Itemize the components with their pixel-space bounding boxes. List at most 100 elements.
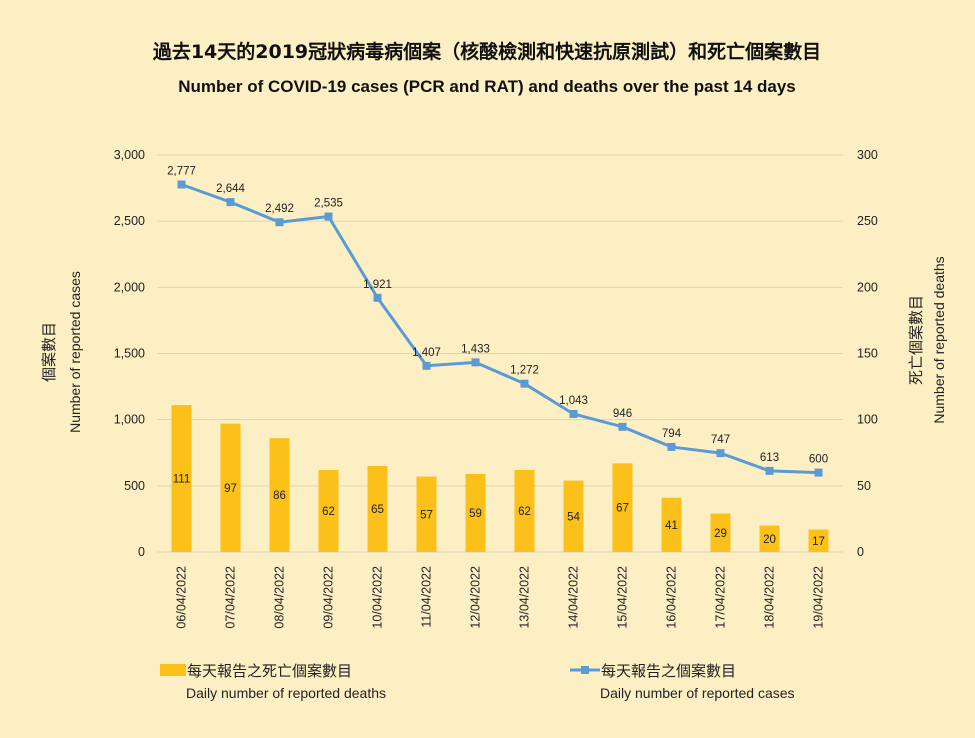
- death-bar-label: 86: [273, 490, 286, 502]
- death-bar: [367, 465, 388, 552]
- x-tick-label: 19/04/2022: [812, 566, 826, 629]
- death-bar: [171, 405, 192, 552]
- legend-cases-en: Daily number of reported cases: [600, 685, 795, 701]
- x-axis-ticks: 06/04/2022 07/04/2022 08/04/2022 09/04/2022…: [175, 566, 826, 629]
- death-bar: [563, 480, 584, 552]
- x-tick-label: 10/04/2022: [371, 566, 385, 629]
- legend-cases-zh: 每天報告之個案數目: [601, 662, 736, 680]
- x-tick-label: 06/04/2022: [175, 566, 189, 629]
- deaths-bar-labels: 111 97 86 62 65 57 59 62 54 67 41 29 20 17: [173, 474, 825, 548]
- legend: 每天報告之死亡個案數目 Daily number of reported dea…: [160, 662, 795, 701]
- death-bar: [269, 438, 290, 552]
- right-axis-ticks: 0 50 100 150 200 250 300: [857, 148, 878, 559]
- case-point: [716, 449, 725, 458]
- cases-line: [180, 183, 819, 475]
- y-right-tick-label: 300: [857, 148, 878, 162]
- deaths-bars: [171, 405, 829, 552]
- x-tick-label: 13/04/2022: [518, 566, 532, 629]
- death-bar: [710, 513, 731, 552]
- y-left-tick-label: 1,500: [114, 347, 145, 361]
- death-bar: [808, 529, 829, 552]
- death-bar-label: 20: [763, 534, 776, 546]
- y-left-tick-label: 1,000: [114, 413, 145, 427]
- case-data-label: 2,535: [314, 198, 343, 210]
- death-bar: [514, 469, 535, 552]
- x-tick-label: 09/04/2022: [322, 566, 336, 629]
- case-data-label: 1,407: [412, 347, 441, 359]
- x-tick-label: 16/04/2022: [665, 566, 679, 629]
- case-point: [226, 198, 235, 207]
- y-right-label-zh: 死亡個案數目: [907, 295, 925, 385]
- x-tick-label: 14/04/2022: [567, 566, 581, 629]
- y-right-label-en: Number of reported deaths: [931, 256, 947, 423]
- case-data-label: 1,921: [363, 279, 392, 291]
- case-point: [569, 409, 578, 418]
- left-axis-ticks: 0 500 1,000 1,500 2,000 2,500 3,000: [114, 148, 145, 559]
- x-tick-label: 18/04/2022: [763, 566, 777, 629]
- death-bar-label: 41: [665, 520, 678, 532]
- death-bar-label: 97: [224, 483, 237, 495]
- x-tick-label: 12/04/2022: [469, 566, 483, 629]
- y-right-tick-label: 100: [857, 413, 878, 427]
- y-left-label-zh: 個案數目: [40, 322, 58, 382]
- death-bar: [759, 525, 780, 552]
- case-data-label: 794: [662, 428, 682, 440]
- legend-line-marker: [581, 666, 589, 674]
- death-bar-label: 62: [322, 506, 335, 518]
- chart-title: 過去14天的2019冠狀病毒病個案（核酸檢測和快速抗原測試）和死亡個案數目: [153, 40, 821, 63]
- case-point: [373, 293, 382, 302]
- y-right-tick-label: 0: [857, 545, 864, 559]
- case-data-label: 2,644: [216, 183, 245, 195]
- case-point: [520, 379, 529, 388]
- y-left-tick-label: 500: [124, 479, 145, 493]
- case-point: [422, 361, 431, 370]
- case-point: [177, 180, 186, 189]
- case-point: [471, 358, 480, 367]
- death-bar-label: 59: [469, 508, 482, 520]
- case-point: [324, 212, 333, 221]
- x-tick-label: 08/04/2022: [273, 566, 287, 629]
- x-tick-label: 07/04/2022: [224, 566, 238, 629]
- y-right-tick-label: 50: [857, 479, 871, 493]
- case-data-label: 946: [613, 408, 632, 420]
- y-right-tick-label: 150: [857, 347, 878, 361]
- death-bar-label: 67: [616, 503, 629, 515]
- death-bar-label: 29: [714, 528, 727, 540]
- y-right-tick-label: 250: [857, 214, 878, 228]
- case-data-label: 600: [809, 454, 828, 466]
- legend-deaths-en: Daily number of reported deaths: [186, 685, 386, 701]
- legend-deaths-zh: 每天報告之死亡個案數目: [187, 662, 352, 680]
- death-bar: [465, 473, 486, 552]
- death-bar-label: 111: [173, 474, 190, 486]
- death-bar-label: 65: [371, 504, 384, 516]
- y-left-tick-label: 0: [138, 545, 145, 559]
- x-tick-label: 15/04/2022: [616, 566, 630, 629]
- case-data-label: 2,777: [167, 166, 196, 178]
- case-point: [275, 218, 284, 227]
- case-data-label: 2,492: [265, 203, 294, 215]
- y-left-tick-label: 3,000: [114, 148, 145, 162]
- death-bar-label: 62: [518, 506, 531, 518]
- case-data-label: 1,433: [461, 343, 490, 355]
- case-point: [667, 442, 676, 451]
- x-tick-label: 11/04/2022: [420, 566, 434, 628]
- death-bar-label: 57: [420, 509, 433, 521]
- death-bar: [220, 423, 241, 552]
- case-point: [618, 422, 627, 431]
- x-tick-label: 17/04/2022: [714, 566, 728, 629]
- cases-data-labels: 2,777 2,644 2,492 2,535 1,921 1,407 1,433 1,272…: [167, 166, 828, 466]
- y-left-tick-label: 2,500: [114, 214, 145, 228]
- y-right-tick-label: 200: [857, 280, 878, 294]
- death-bar-label: 54: [567, 511, 580, 523]
- y-left-tick-label: 2,000: [114, 280, 145, 294]
- case-data-label: 747: [711, 434, 730, 446]
- death-bar-label: 17: [812, 536, 825, 548]
- chart-subtitle: Number of COVID-19 cases (PCR and RAT) a…: [178, 77, 796, 96]
- case-data-label: 1,272: [510, 365, 539, 377]
- case-point: [814, 468, 823, 477]
- y-left-label-en: Number of reported cases: [67, 271, 83, 433]
- legend-bar-swatch: [160, 664, 186, 676]
- death-bar: [612, 463, 633, 552]
- case-data-label: 613: [760, 452, 779, 464]
